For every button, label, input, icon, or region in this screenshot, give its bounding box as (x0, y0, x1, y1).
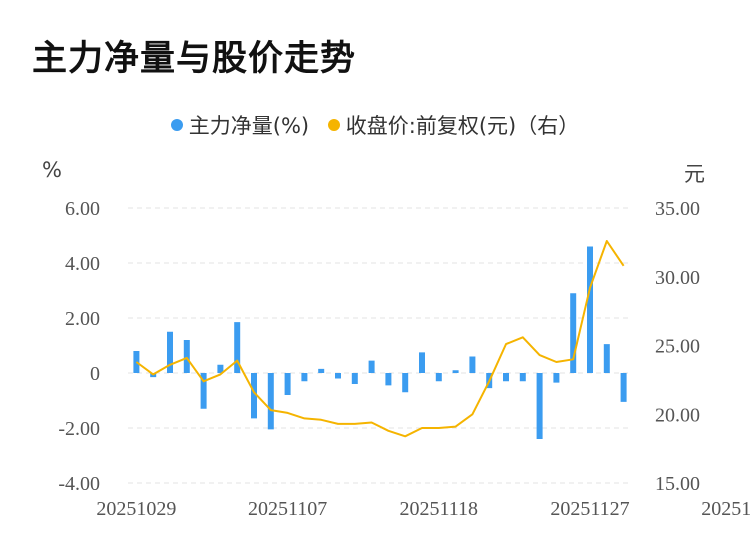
x-tick-label: 20251208 (701, 498, 750, 520)
legend-item-net-volume[interactable]: 主力净量(%) (170, 110, 310, 140)
left-tick-label: 0 (90, 363, 100, 385)
x-tick-label: 20251107 (248, 498, 327, 520)
net-volume-bar (402, 373, 409, 393)
net-volume-bar (503, 373, 509, 382)
legend-dot-close-price (327, 119, 340, 131)
legend-dot-net-volume (170, 119, 183, 131)
left-tick-label: -4.00 (58, 473, 100, 495)
x-tick-label: 20251029 (96, 498, 176, 520)
right-tick-label: 25.00 (655, 336, 700, 358)
legend-label-net-volume: 主力净量(%) (188, 114, 310, 138)
net-volume-bar (620, 373, 627, 402)
net-volume-bar (553, 373, 560, 383)
net-volume-bar (318, 368, 325, 373)
left-axis-unit: % (42, 158, 62, 182)
legend: 主力净量(%) 收盘价:前复权(元)（右） (0, 110, 750, 140)
net-volume-bar (435, 373, 442, 382)
net-volume-bar (267, 373, 274, 430)
left-tick-label: 4.00 (65, 253, 100, 275)
net-volume-bar (469, 356, 476, 373)
left-tick-label: -2.00 (58, 418, 100, 440)
net-volume-bar (301, 373, 308, 382)
net-volume-bar (200, 373, 207, 409)
net-volume-bar (452, 370, 459, 373)
x-tick-label: 20251118 (400, 498, 479, 520)
net-volume-bar (284, 373, 291, 395)
left-tick-label: 2.00 (65, 308, 100, 330)
net-volume-bar (351, 373, 358, 384)
net-volume-bar (603, 344, 610, 373)
right-tick-label: 15.00 (655, 473, 700, 495)
right-tick-label: 35.00 (655, 198, 700, 220)
net-volume-bar (335, 373, 341, 379)
close-price-line (135, 240, 625, 438)
x-tick-label: 20251127 (550, 498, 629, 520)
right-axis-unit: 元 (684, 162, 705, 186)
net-volume-bar (536, 373, 543, 439)
net-volume-bar (167, 331, 173, 373)
right-tick-label: 30.00 (655, 267, 700, 289)
left-tick-label: 6.00 (65, 198, 100, 220)
net-volume-bar (217, 364, 224, 373)
net-volume-bar (419, 352, 425, 373)
net-volume-bar (234, 322, 241, 373)
legend-label-close-price: 收盘价:前复权(元)（右） (345, 114, 580, 138)
net-volume-bar (587, 246, 593, 373)
legend-item-close-price[interactable]: 收盘价:前复权(元)（右） (327, 110, 580, 140)
chart-title: 主力净量与股价走势 (32, 39, 357, 79)
net-volume-bar (385, 373, 392, 386)
net-volume-bar (519, 373, 526, 382)
net-volume-bar (251, 373, 257, 419)
right-tick-label: 20.00 (655, 404, 700, 426)
net-volume-bar (368, 360, 375, 373)
net-volume-bar (570, 293, 577, 373)
net-volume-bar (183, 340, 190, 373)
